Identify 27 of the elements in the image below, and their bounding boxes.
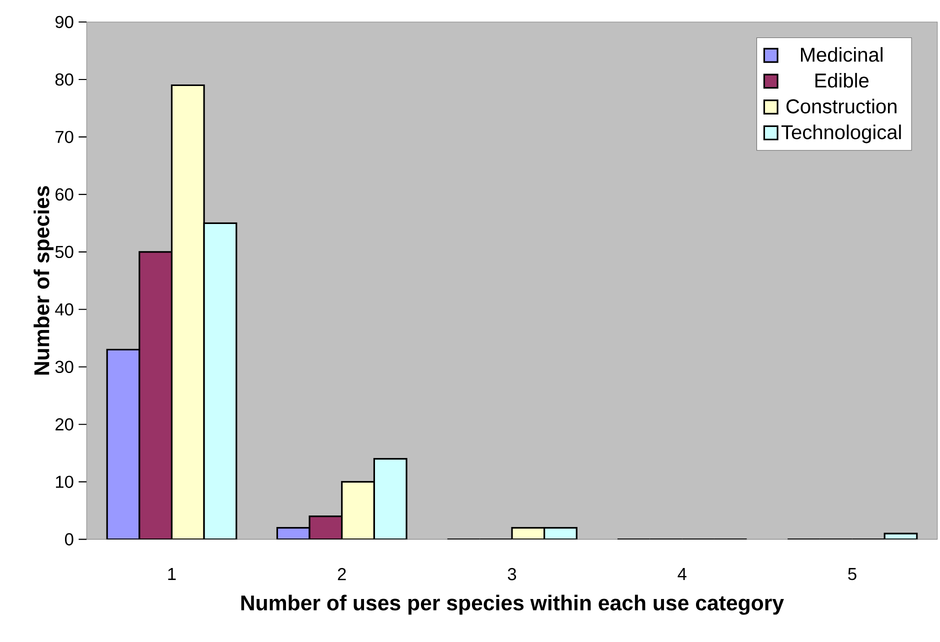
y-tick-label: 80 xyxy=(55,73,74,86)
y-tick-label: 30 xyxy=(55,360,74,374)
x-tick-label: 4 xyxy=(678,568,686,580)
legend-label: Technological xyxy=(781,124,901,144)
y-tick-label: 40 xyxy=(55,303,74,316)
bar xyxy=(139,252,172,540)
x-tick-label: 1 xyxy=(168,568,176,580)
x-tick-label: 2 xyxy=(338,568,346,580)
legend-label: Edible xyxy=(815,72,868,88)
y-tick-label: 0 xyxy=(64,533,74,546)
y-tick-label: 90 xyxy=(55,16,74,28)
bar xyxy=(172,85,204,540)
y-tick-label: 60 xyxy=(56,188,74,201)
legend-label: Construction xyxy=(786,98,896,114)
bar xyxy=(204,223,236,540)
bar xyxy=(107,350,140,540)
y-axis-title: Number of species xyxy=(34,186,54,375)
bar xyxy=(374,458,407,540)
y-tick-label: 10 xyxy=(56,476,74,488)
bar xyxy=(342,482,374,540)
x-tick-label: 5 xyxy=(848,568,856,580)
y-tick-label: 70 xyxy=(56,130,74,144)
y-tick-label: 20 xyxy=(56,418,74,430)
x-tick-label: 3 xyxy=(508,568,516,580)
legend-label: Medicinal xyxy=(801,47,882,62)
x-axis-title: Number of uses per species within each use category xyxy=(241,594,784,615)
y-tick-label: 50 xyxy=(55,246,74,258)
